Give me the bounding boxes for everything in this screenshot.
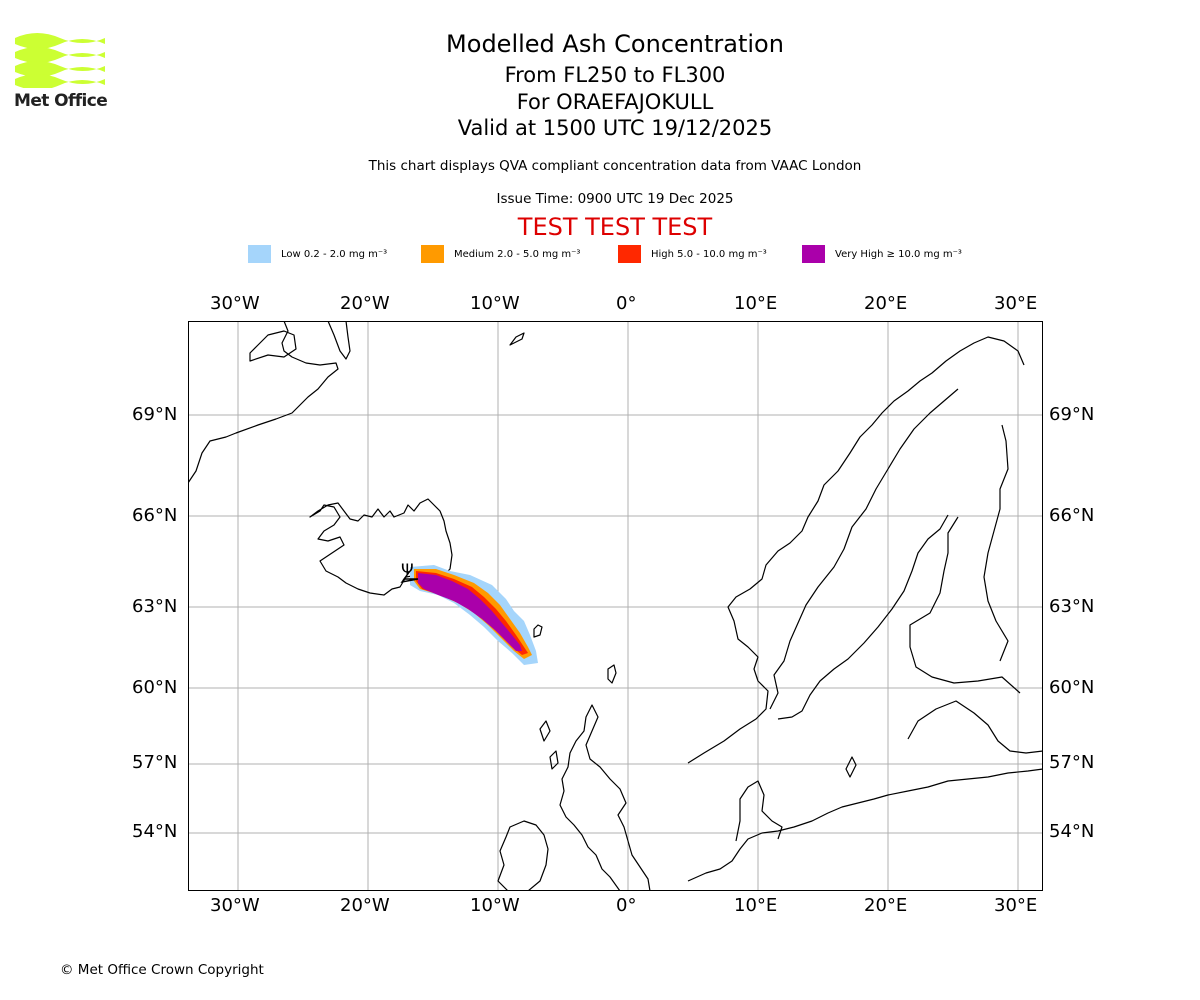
ash-plume xyxy=(410,565,538,665)
sweden-coast xyxy=(777,514,949,720)
lon-tick-top: 10°E xyxy=(734,293,778,314)
denmark-coast xyxy=(735,780,783,842)
gotland xyxy=(845,756,857,778)
lon-tick-bottom: 30°E xyxy=(994,895,1038,916)
met-office-logo-text: Met Office xyxy=(14,91,108,111)
great-britain-coast xyxy=(559,704,651,891)
lat-tick-left: 60°N xyxy=(132,677,178,698)
legend-item-low: Low 0.2 - 2.0 mg m⁻³ xyxy=(248,244,387,264)
legend-swatch-high xyxy=(618,245,641,263)
lat-tick-right: 66°N xyxy=(1049,505,1095,526)
legend-item-high: High 5.0 - 10.0 mg m⁻³ xyxy=(618,244,767,264)
jan-mayen xyxy=(509,332,525,346)
greenland-fjord xyxy=(327,321,351,360)
lat-tick-right: 63°N xyxy=(1049,596,1095,617)
sweden-norway-border xyxy=(769,388,959,710)
ireland-coast xyxy=(497,820,549,891)
lat-tick-left: 57°N xyxy=(132,752,178,773)
norway-coast xyxy=(687,336,1025,764)
map-area: Ψ xyxy=(188,321,1043,891)
lat-tick-right: 69°N xyxy=(1049,404,1095,425)
legend-swatch-low xyxy=(248,245,271,263)
lat-tick-left: 54°N xyxy=(132,821,178,842)
shetland xyxy=(607,664,617,684)
lon-tick-bottom: 10°W xyxy=(470,895,520,916)
finland-coast xyxy=(909,516,1021,694)
lat-tick-left: 66°N xyxy=(132,505,178,526)
legend-label-high: High 5.0 - 10.0 mg m⁻³ xyxy=(651,248,767,260)
plume-very-high xyxy=(418,573,522,651)
legend-label-low: Low 0.2 - 2.0 mg m⁻³ xyxy=(281,248,388,260)
met-office-logo-waves xyxy=(15,33,105,88)
compliance-note: This chart displays QVA compliant concen… xyxy=(368,158,862,174)
lon-tick-bottom: 10°E xyxy=(734,895,778,916)
lon-tick-top: 30°W xyxy=(210,293,260,314)
lon-tick-bottom: 0° xyxy=(616,895,637,916)
copyright-notice: © Met Office Crown Copyright xyxy=(60,962,264,978)
volcano-symbol-icon: Ψ xyxy=(401,560,414,579)
legend-item-medium: Medium 2.0 - 5.0 mg m⁻³ xyxy=(421,244,580,264)
lon-tick-top: 20°E xyxy=(864,293,908,314)
legend-swatch-medium xyxy=(421,245,444,263)
lon-tick-top: 20°W xyxy=(340,293,390,314)
graticule xyxy=(188,321,1043,891)
legend-label-medium: Medium 2.0 - 5.0 mg m⁻³ xyxy=(454,248,581,260)
volcano-triangle-icon xyxy=(400,570,419,584)
lon-tick-top: 0° xyxy=(616,293,637,314)
lat-tick-left: 63°N xyxy=(132,596,178,617)
volcano-name: For ORAEFAJOKULL xyxy=(516,90,714,114)
lat-tick-right: 60°N xyxy=(1049,677,1095,698)
lat-tick-right: 57°N xyxy=(1049,752,1095,773)
coastlines xyxy=(188,321,1043,891)
greenland-inlet xyxy=(249,330,297,362)
lon-tick-bottom: 30°W xyxy=(210,895,260,916)
test-banner: TEST TEST TEST xyxy=(517,213,713,241)
legend-label-very-high: Very High ≥ 10.0 mg m⁻³ xyxy=(835,248,962,260)
map-frame xyxy=(188,321,1043,891)
legend-swatch-very-high xyxy=(802,245,825,263)
lon-tick-bottom: 20°W xyxy=(340,895,390,916)
lat-tick-right: 54°N xyxy=(1049,821,1095,842)
faroe-islands xyxy=(533,624,543,638)
lat-tick-left: 69°N xyxy=(132,404,178,425)
lon-tick-top: 30°E xyxy=(994,293,1038,314)
greenland-coast xyxy=(188,321,339,484)
lon-tick-bottom: 20°E xyxy=(864,895,908,916)
continent-coast xyxy=(687,768,1043,882)
hebrides xyxy=(539,720,559,770)
valid-time: Valid at 1500 UTC 19/12/2025 xyxy=(457,116,773,140)
flight-level-range: From FL250 to FL300 xyxy=(504,63,726,87)
legend-item-very-high: Very High ≥ 10.0 mg m⁻³ xyxy=(802,244,962,264)
chart-title: Modelled Ash Concentration xyxy=(446,30,784,58)
baltic-states xyxy=(907,700,1043,754)
issue-time: Issue Time: 0900 UTC 19 Dec 2025 xyxy=(496,191,734,207)
lon-tick-top: 10°W xyxy=(470,293,520,314)
finland-russia-border xyxy=(983,424,1009,662)
